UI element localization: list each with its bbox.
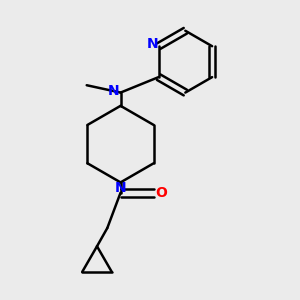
Text: N: N — [107, 84, 119, 98]
Text: O: O — [155, 186, 167, 200]
Text: N: N — [115, 181, 126, 195]
Text: N: N — [146, 37, 158, 51]
